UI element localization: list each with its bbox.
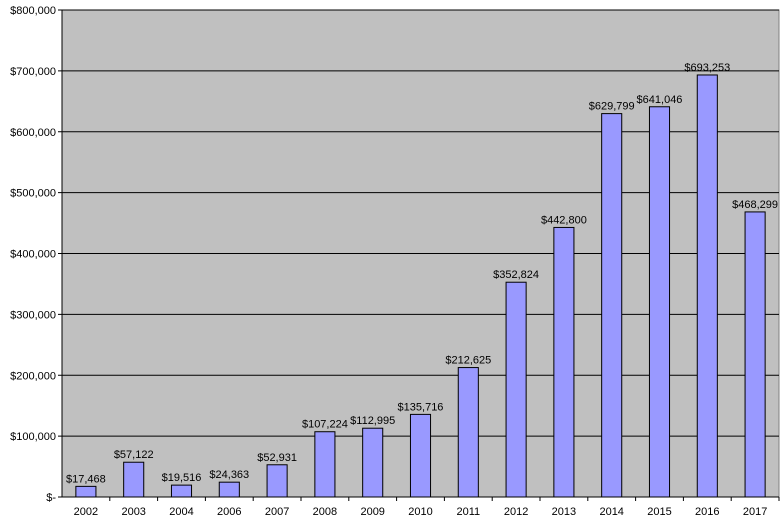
bar-2017 xyxy=(744,211,766,498)
x-tick-label-2004: 2004 xyxy=(169,506,193,518)
x-tick-label-2014: 2014 xyxy=(599,506,623,518)
y-tick-label: $100,000 xyxy=(10,431,56,443)
data-labels: $17,468 $57,122 $19,516 $24,363 $52,931 $107,… xyxy=(66,62,778,485)
data-label-2002: $17,468 xyxy=(66,473,106,485)
data-label-2015: $641,046 xyxy=(637,94,683,106)
data-label-2014: $629,799 xyxy=(589,101,635,113)
bar-2014 xyxy=(601,113,623,498)
bar-2013 xyxy=(553,226,575,498)
y-tick-label: $800,000 xyxy=(10,5,56,17)
x-tick-label-2016: 2016 xyxy=(695,506,719,518)
x-tick-label-2011: 2011 xyxy=(456,506,480,518)
data-label-2011: $212,625 xyxy=(445,355,491,367)
y-tick-label: $400,000 xyxy=(10,249,56,261)
data-label-2013: $442,800 xyxy=(541,214,587,226)
bar-2009 xyxy=(362,427,384,498)
y-tick-label: $700,000 xyxy=(10,66,56,78)
bar-2007 xyxy=(266,464,288,498)
y-tick-label: $500,000 xyxy=(10,188,56,200)
data-label-2008: $107,224 xyxy=(302,419,348,431)
data-label-2006: $24,363 xyxy=(209,469,249,481)
data-label-2016: $693,253 xyxy=(684,62,730,74)
x-tick-label-2010: 2010 xyxy=(408,506,432,518)
bars xyxy=(75,74,766,498)
data-label-2003: $57,122 xyxy=(114,449,154,461)
x-tick-label-2003: 2003 xyxy=(121,506,145,518)
x-tick-label-2013: 2013 xyxy=(552,506,576,518)
x-tick-label-2015: 2015 xyxy=(647,506,671,518)
x-tick-label-2002: 2002 xyxy=(74,506,98,518)
bar-2010 xyxy=(409,413,432,498)
y-tick-label: $300,000 xyxy=(10,309,56,321)
x-tick-label-2007: 2007 xyxy=(265,506,289,518)
bar-2012 xyxy=(505,281,527,498)
y-tick-label: $600,000 xyxy=(10,127,56,139)
data-label-2012: $352,824 xyxy=(493,269,539,281)
x-tick-label-2006: 2006 xyxy=(217,506,241,518)
data-label-2004: $19,516 xyxy=(162,472,202,484)
y-axis: $- $100,000 $200,000 $300,000 $400,000 $500,0… xyxy=(10,5,63,504)
bar-2011 xyxy=(457,367,479,498)
x-axis: 2002 2003 2004 2006 2007 2008 2009 2010 2011 2012… xyxy=(62,496,780,518)
x-tick-label-2008: 2008 xyxy=(313,506,337,518)
bar-2015 xyxy=(648,106,671,498)
data-label-2009: $112,995 xyxy=(350,415,395,427)
y-tick-label: $200,000 xyxy=(10,370,56,382)
bar-2008 xyxy=(314,431,336,498)
data-label-2017: $468,299 xyxy=(732,199,778,211)
data-label-2007: $52,931 xyxy=(257,452,297,464)
bar-2002 xyxy=(75,485,97,498)
bar-2006 xyxy=(218,481,240,498)
x-tick-label-2009: 2009 xyxy=(360,506,384,518)
bar-2004 xyxy=(170,484,193,498)
x-tick-label-2017: 2017 xyxy=(743,506,767,518)
bar-2016 xyxy=(696,74,718,498)
bar-2003 xyxy=(123,461,145,498)
y-tick-label: $- xyxy=(46,492,56,504)
x-tick-label-2012: 2012 xyxy=(504,506,528,518)
data-label-2010: $135,716 xyxy=(398,401,444,413)
